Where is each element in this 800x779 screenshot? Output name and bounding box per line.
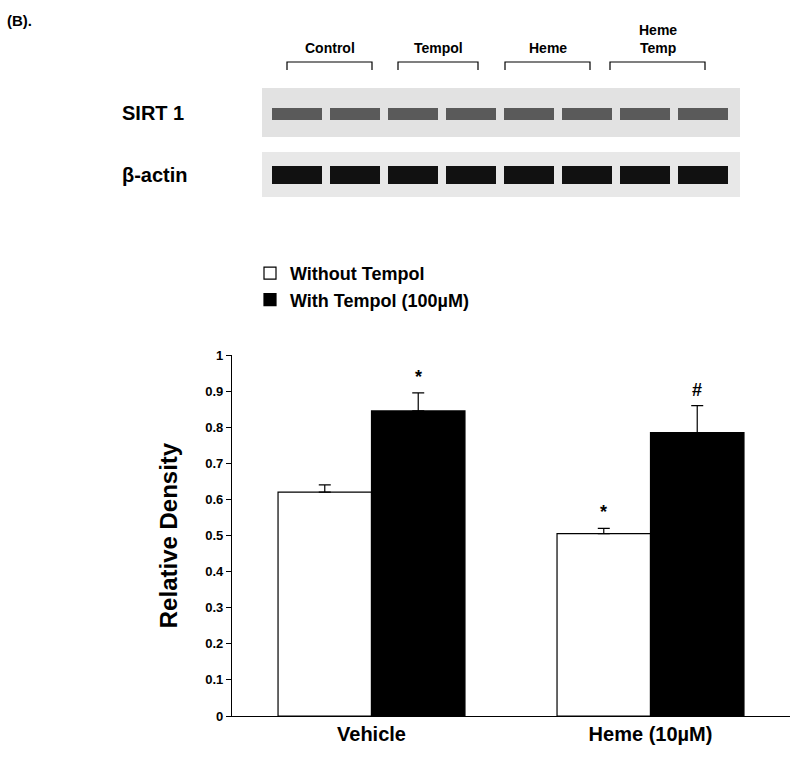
svg-text:0.6: 0.6 [205,492,223,507]
svg-text:SIRT 1: SIRT 1 [122,102,184,124]
svg-text:0.9: 0.9 [205,384,223,399]
svg-text:0.4: 0.4 [205,564,224,579]
svg-text:0.1: 0.1 [205,672,223,687]
svg-text:Heme (10µM): Heme (10µM) [589,723,713,745]
svg-text:Vehicle: Vehicle [337,723,406,745]
svg-text:*: * [415,367,422,387]
svg-text:1: 1 [216,348,223,363]
svg-text:0: 0 [216,709,223,724]
svg-text:With Tempol (100µM): With Tempol (100µM) [290,291,469,311]
svg-text:0.3: 0.3 [205,600,223,615]
svg-text:Without Tempol: Without Tempol [290,264,424,284]
svg-text:#: # [692,380,702,400]
svg-text:(B).: (B). [7,12,32,29]
svg-text:0.5: 0.5 [205,528,223,543]
svg-text:Tempol: Tempol [414,40,463,56]
svg-text:Relative Density: Relative Density [155,442,182,628]
svg-text:Control: Control [305,40,355,56]
svg-text:0.8: 0.8 [205,420,223,435]
svg-text:0.7: 0.7 [205,456,223,471]
svg-text:0.2: 0.2 [205,636,223,651]
svg-text:*: * [600,502,607,522]
svg-text:β-actin: β-actin [122,164,188,186]
svg-text:HemeTemp: HemeTemp [639,22,677,56]
svg-text:Heme: Heme [529,40,567,56]
